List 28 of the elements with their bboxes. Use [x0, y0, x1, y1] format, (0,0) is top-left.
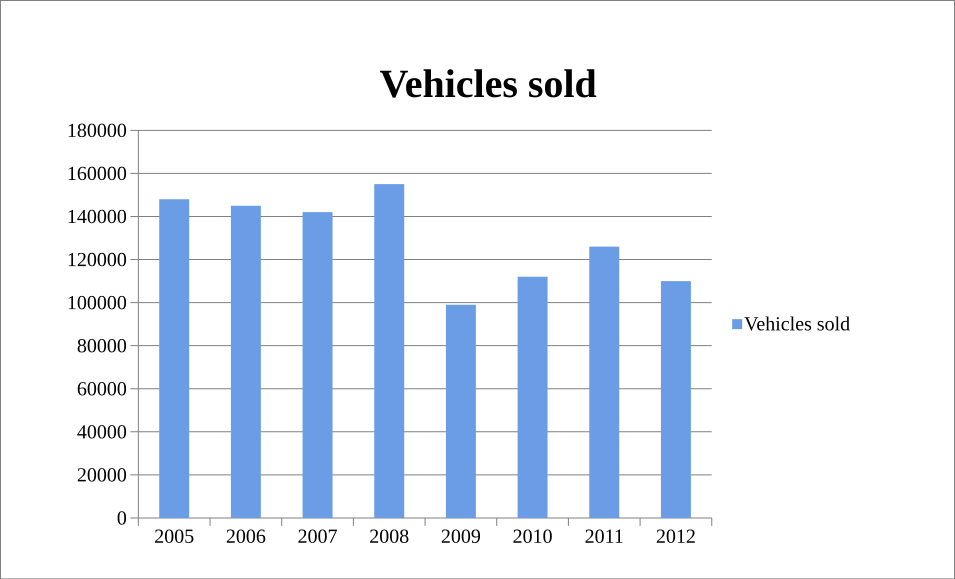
x-tick-label: 2007 — [298, 529, 337, 543]
y-tick-label: 80000 — [78, 338, 126, 352]
y-tick-label: 100000 — [68, 296, 126, 310]
bar — [302, 212, 333, 518]
x-tick-label: 2010 — [513, 529, 552, 543]
x-tick-label: 2009 — [442, 529, 480, 543]
bar — [374, 184, 404, 518]
bar — [159, 199, 190, 518]
x-tick-label: 2008 — [370, 529, 408, 543]
x-tick-label: 2006 — [226, 529, 266, 543]
x-tick-label: 2011 — [586, 529, 623, 543]
y-tick-label: 40000 — [77, 424, 126, 438]
x-tick-label: 2005 — [155, 529, 194, 543]
bar — [230, 206, 261, 518]
y-tick-label: 0 — [118, 511, 126, 524]
bar — [589, 246, 620, 518]
y-tick-label: 120000 — [68, 252, 126, 266]
chart-title: Vehicles sold — [380, 69, 596, 98]
y-tick-label: 180000 — [68, 123, 126, 137]
y-tick-label: 160000 — [68, 166, 126, 180]
bar — [446, 304, 476, 518]
legend-label: Vehicles sold — [744, 316, 850, 330]
bar — [518, 276, 548, 518]
y-tick-label: 20000 — [78, 468, 126, 482]
bar — [660, 280, 691, 518]
y-tick-label: 60000 — [78, 382, 126, 396]
x-tick-label: 2012 — [656, 529, 695, 543]
y-tick-label: 140000 — [68, 210, 126, 224]
